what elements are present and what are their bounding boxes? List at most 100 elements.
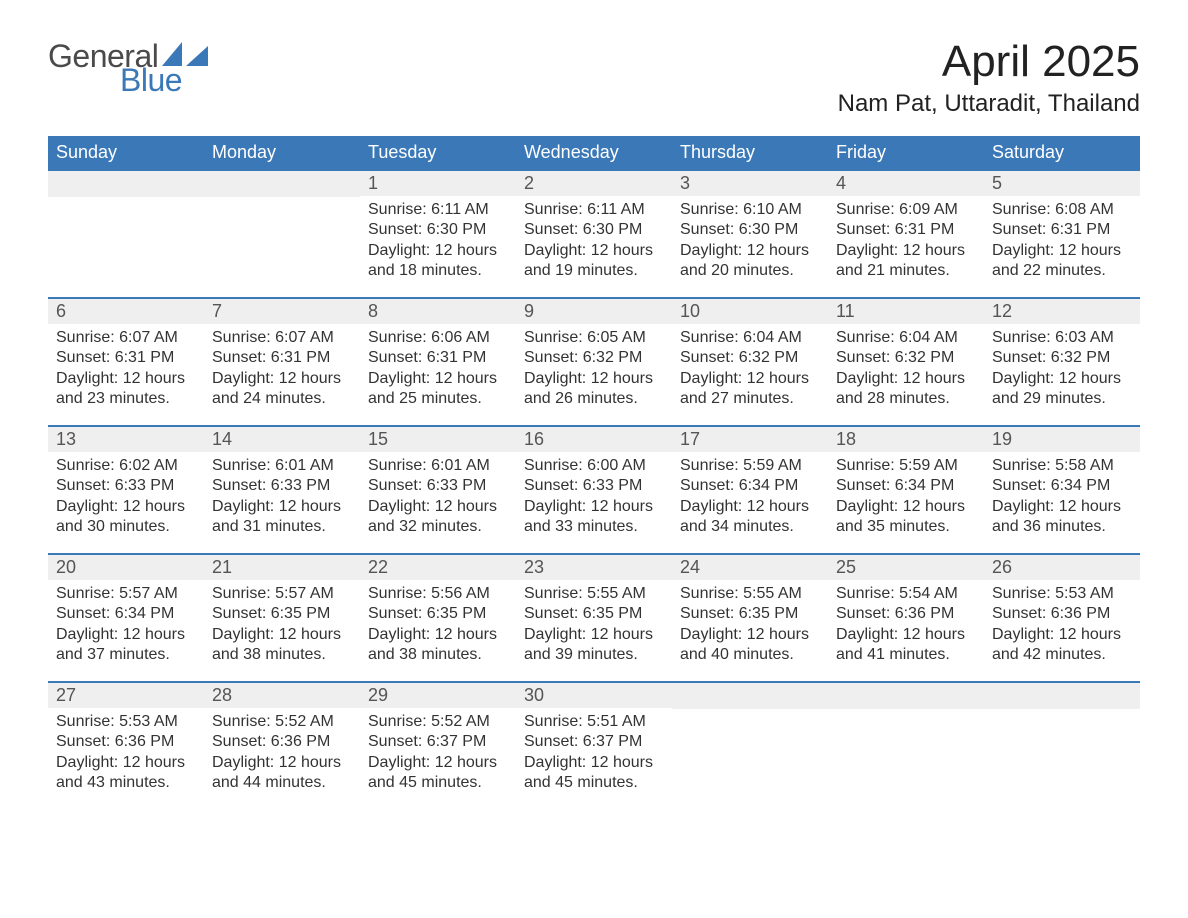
daylight-line: Daylight: 12 hours and 19 minutes. — [524, 241, 664, 282]
sunrise-line: Sunrise: 6:04 AM — [680, 328, 820, 348]
sunset-line: Sunset: 6:34 PM — [992, 476, 1132, 496]
daylight-line: Daylight: 12 hours and 37 minutes. — [56, 625, 196, 666]
day-number: 11 — [828, 299, 984, 324]
week-row: 1 Sunrise: 6:11 AMSunset: 6:30 PMDaylight… — [48, 170, 1140, 298]
week-row: 20Sunrise: 5:57 AMSunset: 6:34 PMDayligh… — [48, 554, 1140, 682]
daylight-line: Daylight: 12 hours and 23 minutes. — [56, 369, 196, 410]
day-number: 28 — [204, 683, 360, 708]
sunset-line: Sunset: 6:34 PM — [836, 476, 976, 496]
sunrise-line: Sunrise: 5:59 AM — [680, 456, 820, 476]
day-number — [672, 683, 828, 709]
day-number: 13 — [48, 427, 204, 452]
day-cell: 23Sunrise: 5:55 AMSunset: 6:35 PMDayligh… — [516, 554, 672, 682]
day-number: 29 — [360, 683, 516, 708]
sunrise-line: Sunrise: 5:56 AM — [368, 584, 508, 604]
sunset-line: Sunset: 6:33 PM — [524, 476, 664, 496]
day-number — [48, 171, 204, 197]
week-row: 13Sunrise: 6:02 AMSunset: 6:33 PMDayligh… — [48, 426, 1140, 554]
calendar-head: SundayMondayTuesdayWednesdayThursdayFrid… — [48, 136, 1140, 170]
day-body: Sunrise: 6:07 AMSunset: 6:31 PMDaylight:… — [204, 324, 360, 418]
day-cell: 8Sunrise: 6:06 AMSunset: 6:31 PMDaylight… — [360, 298, 516, 426]
daylight-line: Daylight: 12 hours and 38 minutes. — [368, 625, 508, 666]
day-body: Sunrise: 5:54 AMSunset: 6:36 PMDaylight:… — [828, 580, 984, 674]
daylight-line: Daylight: 12 hours and 43 minutes. — [56, 753, 196, 794]
day-cell: 24Sunrise: 5:55 AMSunset: 6:35 PMDayligh… — [672, 554, 828, 682]
day-number: 25 — [828, 555, 984, 580]
day-number: 16 — [516, 427, 672, 452]
day-body: Sunrise: 5:51 AMSunset: 6:37 PMDaylight:… — [516, 708, 672, 802]
day-cell: 14Sunrise: 6:01 AMSunset: 6:33 PMDayligh… — [204, 426, 360, 554]
sunrise-line: Sunrise: 6:06 AM — [368, 328, 508, 348]
daylight-line: Daylight: 12 hours and 29 minutes. — [992, 369, 1132, 410]
day-body: Sunrise: 5:52 AMSunset: 6:37 PMDaylight:… — [360, 708, 516, 802]
day-cell: 12Sunrise: 6:03 AMSunset: 6:32 PMDayligh… — [984, 298, 1140, 426]
sunset-line: Sunset: 6:37 PM — [368, 732, 508, 752]
day-body: Sunrise: 5:57 AMSunset: 6:34 PMDaylight:… — [48, 580, 204, 674]
day-cell: 4Sunrise: 6:09 AMSunset: 6:31 PMDaylight… — [828, 170, 984, 298]
sunset-line: Sunset: 6:31 PM — [836, 220, 976, 240]
day-number — [828, 683, 984, 709]
daylight-line: Daylight: 12 hours and 28 minutes. — [836, 369, 976, 410]
day-body: Sunrise: 5:55 AMSunset: 6:35 PMDaylight:… — [672, 580, 828, 674]
weekday-header: Monday — [204, 136, 360, 170]
day-cell: 5Sunrise: 6:08 AMSunset: 6:31 PMDaylight… — [984, 170, 1140, 298]
day-number: 18 — [828, 427, 984, 452]
day-number: 21 — [204, 555, 360, 580]
weekday-header: Wednesday — [516, 136, 672, 170]
day-number: 12 — [984, 299, 1140, 324]
day-body: Sunrise: 6:10 AMSunset: 6:30 PMDaylight:… — [672, 196, 828, 290]
day-body: Sunrise: 5:58 AMSunset: 6:34 PMDaylight:… — [984, 452, 1140, 546]
day-body: Sunrise: 5:57 AMSunset: 6:35 PMDaylight:… — [204, 580, 360, 674]
sunset-line: Sunset: 6:37 PM — [524, 732, 664, 752]
sunrise-line: Sunrise: 5:52 AM — [212, 712, 352, 732]
day-cell — [828, 682, 984, 810]
weekday-header: Tuesday — [360, 136, 516, 170]
day-cell: 26Sunrise: 5:53 AMSunset: 6:36 PMDayligh… — [984, 554, 1140, 682]
sunrise-line: Sunrise: 6:03 AM — [992, 328, 1132, 348]
day-cell — [48, 170, 204, 298]
daylight-line: Daylight: 12 hours and 27 minutes. — [680, 369, 820, 410]
sunset-line: Sunset: 6:33 PM — [56, 476, 196, 496]
sunset-line: Sunset: 6:34 PM — [680, 476, 820, 496]
day-body: Sunrise: 6:01 AMSunset: 6:33 PMDaylight:… — [204, 452, 360, 546]
sunrise-line: Sunrise: 6:04 AM — [836, 328, 976, 348]
sunset-line: Sunset: 6:32 PM — [836, 348, 976, 368]
day-cell — [984, 682, 1140, 810]
weekday-header: Thursday — [672, 136, 828, 170]
day-number: 6 — [48, 299, 204, 324]
sunrise-line: Sunrise: 5:51 AM — [524, 712, 664, 732]
sunset-line: Sunset: 6:35 PM — [368, 604, 508, 624]
day-body: Sunrise: 5:59 AMSunset: 6:34 PMDaylight:… — [828, 452, 984, 546]
day-number: 3 — [672, 171, 828, 196]
sunrise-line: Sunrise: 6:07 AM — [56, 328, 196, 348]
day-number: 14 — [204, 427, 360, 452]
sunrise-line: Sunrise: 5:55 AM — [680, 584, 820, 604]
daylight-line: Daylight: 12 hours and 26 minutes. — [524, 369, 664, 410]
location-subtitle: Nam Pat, Uttaradit, Thailand — [838, 90, 1140, 118]
sunset-line: Sunset: 6:35 PM — [524, 604, 664, 624]
sunset-line: Sunset: 6:36 PM — [56, 732, 196, 752]
day-number: 17 — [672, 427, 828, 452]
day-body: Sunrise: 5:59 AMSunset: 6:34 PMDaylight:… — [672, 452, 828, 546]
calendar-body: 1Sunrise: 6:11 AMSunset: 6:30 PMDaylight… — [48, 170, 1140, 810]
daylight-line: Daylight: 12 hours and 38 minutes. — [212, 625, 352, 666]
day-number: 10 — [672, 299, 828, 324]
day-cell — [204, 170, 360, 298]
sunset-line: Sunset: 6:30 PM — [524, 220, 664, 240]
day-body: Sunrise: 6:02 AMSunset: 6:33 PMDaylight:… — [48, 452, 204, 546]
day-cell: 11 Sunrise: 6:04 AMSunset: 6:32 PMDayligh… — [828, 298, 984, 426]
logo: General Blue — [48, 40, 208, 96]
day-number: 1 — [360, 171, 516, 196]
day-cell: 6Sunrise: 6:07 AMSunset: 6:31 PMDaylight… — [48, 298, 204, 426]
daylight-line: Daylight: 12 hours and 25 minutes. — [368, 369, 508, 410]
sunrise-line: Sunrise: 6:10 AM — [680, 200, 820, 220]
sunset-line: Sunset: 6:36 PM — [212, 732, 352, 752]
sunrise-line: Sunrise: 6:08 AM — [992, 200, 1132, 220]
sunset-line: Sunset: 6:31 PM — [992, 220, 1132, 240]
header: General Blue April 2025 Nam Pat, Uttarad… — [48, 40, 1140, 118]
sunset-line: Sunset: 6:35 PM — [212, 604, 352, 624]
day-cell: 16Sunrise: 6:00 AMSunset: 6:33 PMDayligh… — [516, 426, 672, 554]
weekday-header: Sunday — [48, 136, 204, 170]
sunrise-line: Sunrise: 6:09 AM — [836, 200, 976, 220]
sunrise-line: Sunrise: 6:11 AM — [524, 200, 664, 220]
